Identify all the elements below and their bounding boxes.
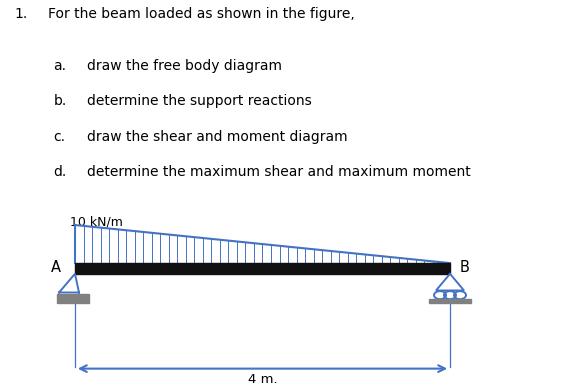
Bar: [57, 294, 89, 303]
Bar: [429, 299, 471, 303]
Text: a.: a.: [53, 59, 66, 73]
Text: c.: c.: [53, 129, 65, 143]
Text: B: B: [460, 260, 470, 275]
Text: For the beam loaded as shown in the figure,: For the beam loaded as shown in the figu…: [48, 7, 355, 21]
Text: determine the support reactions: determine the support reactions: [87, 94, 312, 109]
Text: 4 m.: 4 m.: [248, 373, 277, 386]
Text: draw the free body diagram: draw the free body diagram: [87, 59, 282, 73]
Text: 1.: 1.: [14, 7, 27, 21]
Bar: [75, 263, 450, 274]
Text: b.: b.: [53, 94, 67, 109]
Text: draw the shear and moment diagram: draw the shear and moment diagram: [87, 129, 348, 143]
Text: A: A: [51, 260, 61, 275]
Text: 10 kN/m: 10 kN/m: [70, 215, 123, 228]
Text: determine the maximum shear and maximum moment: determine the maximum shear and maximum …: [87, 165, 471, 179]
Text: d.: d.: [53, 165, 67, 179]
